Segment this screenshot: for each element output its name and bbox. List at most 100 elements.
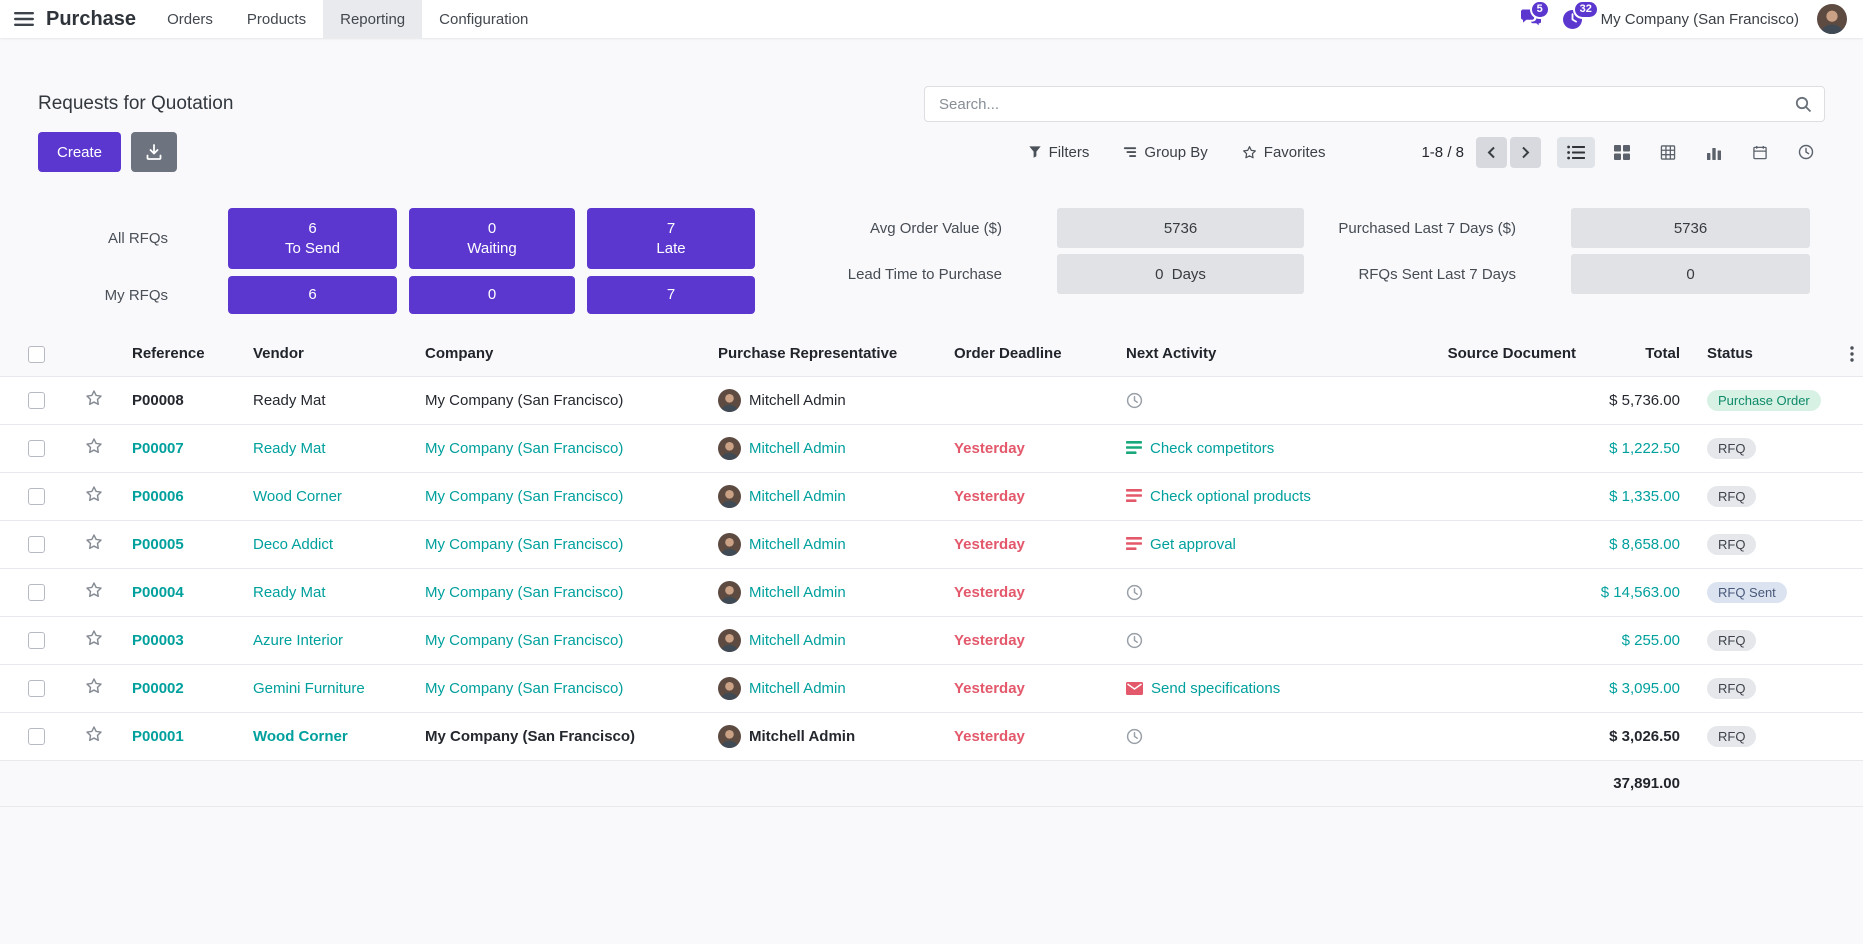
header-deadline[interactable]: Order Deadline xyxy=(944,332,1116,377)
row-vendor: Wood Corner xyxy=(253,487,342,505)
cell-total: $ 1,335.00 xyxy=(1576,472,1692,521)
star-icon[interactable] xyxy=(85,437,103,455)
row-checkbox[interactable] xyxy=(28,583,45,601)
header-reference[interactable]: Reference xyxy=(122,332,243,377)
representative-avatar xyxy=(718,724,741,748)
company-switcher[interactable]: My Company (San Francisco) xyxy=(1600,10,1799,28)
all-to-send-button[interactable]: 6 To Send xyxy=(228,208,397,269)
row-company: My Company (San Francisco) xyxy=(425,727,636,745)
header-company[interactable]: Company xyxy=(415,332,708,377)
calendar-view-icon[interactable] xyxy=(1741,137,1779,168)
kanban-view-icon[interactable] xyxy=(1603,137,1641,168)
row-total: $ 14,563.00 xyxy=(1600,583,1680,601)
row-checkbox[interactable] xyxy=(28,727,45,745)
row-checkbox[interactable] xyxy=(28,535,45,553)
cell-star xyxy=(66,520,122,569)
all-waiting-button[interactable]: 0 Waiting xyxy=(409,208,575,269)
activity-label[interactable]: Get approval xyxy=(1150,535,1236,553)
clock-activity-icon[interactable] xyxy=(1126,392,1143,409)
row-checkbox[interactable] xyxy=(28,631,45,649)
header-activity[interactable]: Next Activity xyxy=(1116,332,1360,377)
star-icon[interactable] xyxy=(85,581,103,599)
row-reference: P00007 xyxy=(132,439,184,457)
graph-view-icon[interactable] xyxy=(1695,137,1733,168)
row-checkbox[interactable] xyxy=(28,439,45,457)
pager-next-button[interactable] xyxy=(1510,136,1541,168)
activities-button[interactable]: 32 xyxy=(1562,1,1597,30)
list-view-icon[interactable] xyxy=(1557,136,1595,168)
cell-total: $ 14,563.00 xyxy=(1576,568,1692,617)
menu-products[interactable]: Products xyxy=(246,10,307,28)
cell-total: $ 3,026.50 xyxy=(1576,712,1692,761)
header-vendor[interactable]: Vendor xyxy=(243,332,415,377)
table-row[interactable]: P00008 Ready Mat My Company (San Francis… xyxy=(0,376,1863,425)
cell-status: Purchase Order xyxy=(1692,376,1863,425)
cell-vendor: Ready Mat xyxy=(243,424,415,473)
cell-reference: P00002 xyxy=(122,664,243,713)
star-icon[interactable] xyxy=(85,533,103,551)
purchased-last-7-days: 5736 xyxy=(1571,208,1810,248)
star-icon[interactable] xyxy=(85,485,103,503)
table-row[interactable]: P00002 Gemini Furniture My Company (San … xyxy=(0,664,1863,713)
activity-label[interactable]: Check optional products xyxy=(1150,487,1311,505)
my-waiting-button[interactable]: 0 xyxy=(409,276,575,314)
pager-previous-button[interactable] xyxy=(1476,136,1507,168)
clock-activity-icon[interactable] xyxy=(1126,584,1143,601)
header-source[interactable]: Source Document xyxy=(1360,332,1576,377)
clock-activity-icon[interactable] xyxy=(1126,728,1143,745)
table-row[interactable]: P00001 Wood Corner My Company (San Franc… xyxy=(0,712,1863,761)
row-reference: P00002 xyxy=(132,679,184,697)
activity-label[interactable]: Check competitors xyxy=(1150,439,1275,457)
clock-activity-icon[interactable] xyxy=(1126,632,1143,649)
table-row[interactable]: P00003 Azure Interior My Company (San Fr… xyxy=(0,616,1863,665)
activity-label[interactable]: Send specifications xyxy=(1151,679,1281,697)
table-row[interactable]: P00007 Ready Mat My Company (San Francis… xyxy=(0,424,1863,473)
star-icon[interactable] xyxy=(85,677,103,695)
star-icon[interactable] xyxy=(85,725,103,743)
menu-reporting[interactable]: Reporting xyxy=(323,0,423,38)
header-status[interactable]: Status xyxy=(1692,332,1863,377)
app-name[interactable]: Purchase xyxy=(46,7,137,30)
star-icon[interactable] xyxy=(85,389,103,407)
apps-menu-icon[interactable] xyxy=(14,11,34,27)
create-button[interactable]: Create xyxy=(38,132,122,172)
table-row[interactable]: P00004 Ready Mat My Company (San Francis… xyxy=(0,568,1863,617)
cell-checkbox xyxy=(0,520,66,569)
optional-columns-icon[interactable] xyxy=(1850,346,1854,362)
envelope-activity-icon[interactable] xyxy=(1126,681,1143,695)
user-avatar[interactable] xyxy=(1817,4,1847,34)
table-row[interactable]: P00006 Wood Corner My Company (San Franc… xyxy=(0,472,1863,521)
row-checkbox[interactable] xyxy=(28,487,45,505)
row-vendor: Ready Mat xyxy=(253,583,326,601)
list-activity-icon[interactable] xyxy=(1126,537,1142,551)
pivot-view-icon[interactable] xyxy=(1649,137,1687,168)
my-to-send-button[interactable]: 6 xyxy=(228,276,397,314)
activity-view-icon[interactable] xyxy=(1787,137,1825,168)
group-by-button[interactable]: Group By xyxy=(1123,144,1208,161)
list-activity-icon[interactable] xyxy=(1126,489,1142,503)
all-late-button[interactable]: 7 Late xyxy=(587,208,755,269)
row-checkbox[interactable] xyxy=(28,679,45,697)
cell-checkbox xyxy=(0,424,66,473)
row-checkbox[interactable] xyxy=(28,391,45,409)
cell-company: My Company (San Francisco) xyxy=(415,568,708,617)
pager-range[interactable]: 1-8 / 8 xyxy=(1421,143,1464,161)
filters-button[interactable]: Filters xyxy=(1028,144,1089,161)
menu-orders[interactable]: Orders xyxy=(167,10,213,28)
row-vendor: Wood Corner xyxy=(253,727,348,745)
table-row[interactable]: P00005 Deco Addict My Company (San Franc… xyxy=(0,520,1863,569)
export-button[interactable] xyxy=(131,132,178,172)
header-total[interactable]: Total xyxy=(1576,332,1692,377)
my-late-button[interactable]: 7 xyxy=(587,276,755,314)
cell-status: RFQ xyxy=(1692,616,1863,665)
list-activity-icon[interactable] xyxy=(1126,441,1142,455)
star-icon[interactable] xyxy=(85,629,103,647)
messages-button[interactable]: 5 xyxy=(1519,2,1548,29)
header-representative[interactable]: Purchase Representative xyxy=(708,332,944,377)
search-input[interactable] xyxy=(937,94,1795,114)
search-icon[interactable] xyxy=(1795,96,1812,113)
favorites-button[interactable]: Favorites xyxy=(1242,144,1325,161)
menu-configuration[interactable]: Configuration xyxy=(439,10,529,28)
cell-company: My Company (San Francisco) xyxy=(415,616,708,665)
select-all-checkbox[interactable] xyxy=(28,345,45,363)
